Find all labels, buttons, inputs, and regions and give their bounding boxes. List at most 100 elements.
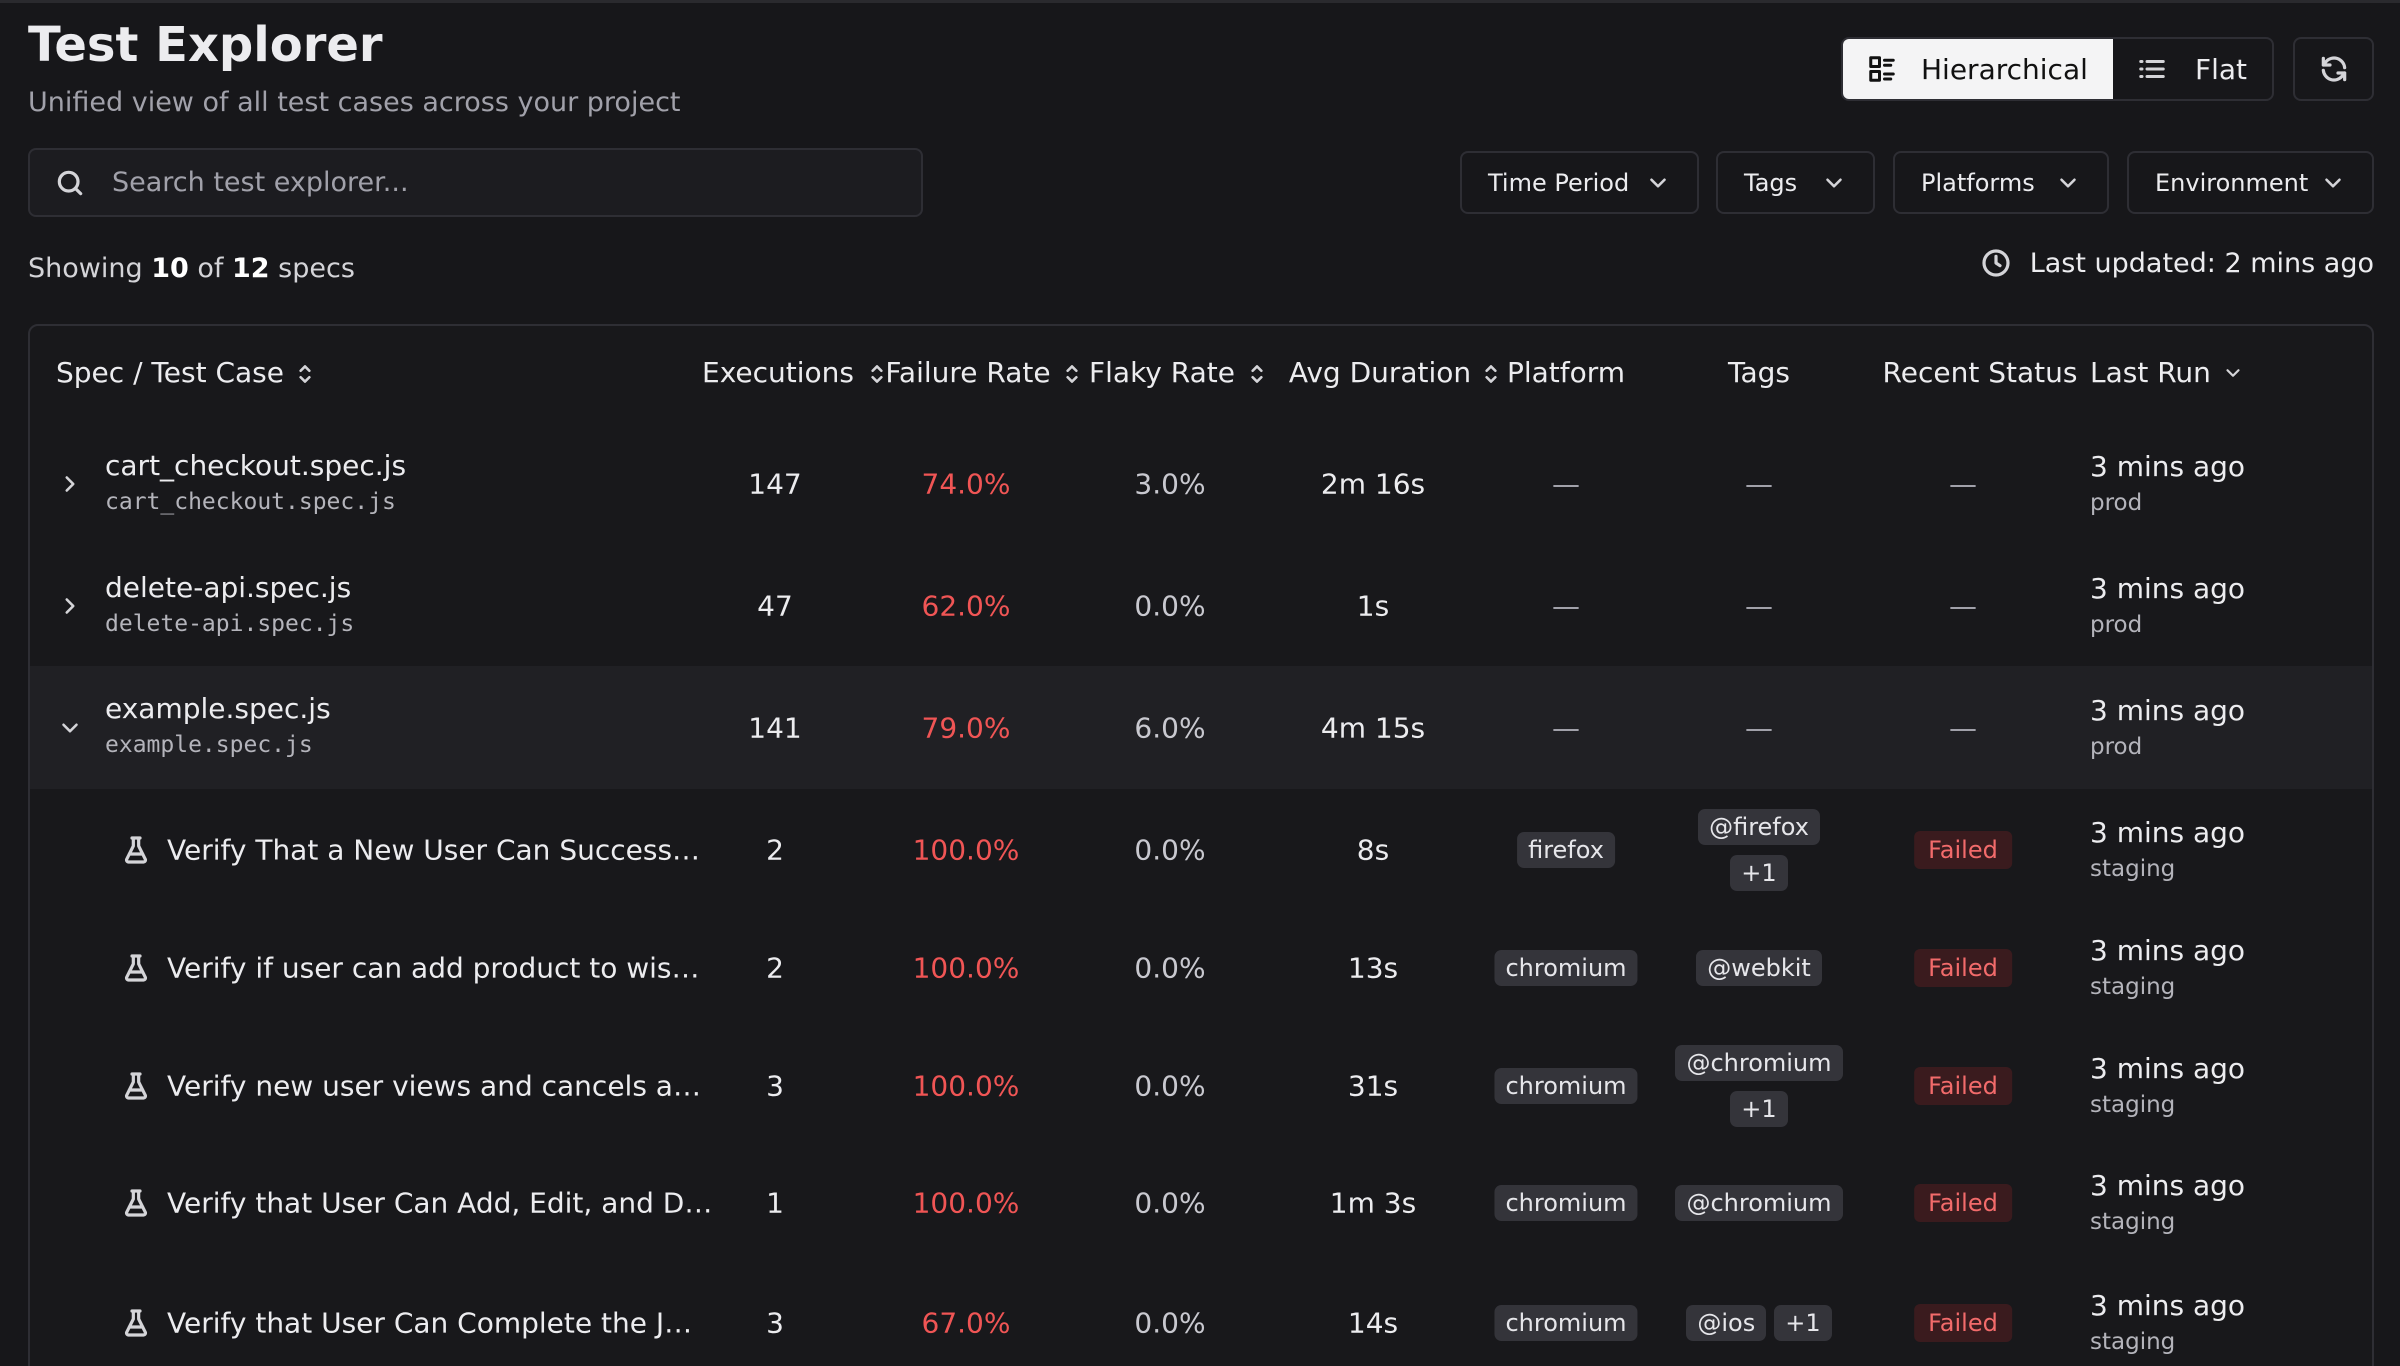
- last-run: 3 mins ago: [2090, 934, 2246, 967]
- executions: 47: [757, 589, 793, 622]
- table-header: Spec / Test Case Executions Failure Rate Fl…: [30, 326, 2372, 425]
- spec-row[interactable]: delete-api.spec.js delete-api.spec.js 47 62…: [30, 545, 2372, 668]
- chevron-down-icon: [1645, 170, 1671, 196]
- test-icon: [120, 952, 152, 984]
- test-table: Spec / Test Case Executions Failure Rate Fl…: [28, 324, 2374, 1366]
- avg-duration: 14s: [1347, 1306, 1399, 1340]
- tags: —: [1745, 589, 1773, 622]
- refresh-button[interactable]: [2293, 37, 2374, 101]
- tag-chip: @firefox: [1698, 808, 1820, 845]
- filter-label: Time Period: [1488, 168, 1630, 197]
- status-badge: Failed: [1914, 1304, 2012, 1342]
- environment: staging: [2090, 855, 2176, 882]
- flaky-rate: 6.0%: [1134, 711, 1206, 744]
- tags-cell: @webkit: [1674, 950, 1844, 986]
- platform-chip: firefox: [1517, 831, 1615, 868]
- tags-cell: @chromium +1: [1674, 1044, 1844, 1127]
- filter-dropdown[interactable]: Environment: [2127, 151, 2374, 214]
- platform-chip: chromium: [1494, 1067, 1638, 1104]
- spec-row[interactable]: example.spec.js example.spec.js 141 79.0% 6.…: [30, 666, 2372, 791]
- summary: Showing 10 of 12 specs: [28, 253, 355, 284]
- hierarchy-icon: [1869, 56, 1895, 82]
- search-icon: [57, 170, 83, 195]
- test-row: Verify That a New User Can Success… 2 100.…: [30, 789, 2372, 912]
- avg-duration: 4m 15s: [1320, 711, 1426, 744]
- last-run: 3 mins ago: [2090, 1051, 2246, 1085]
- environment: prod: [2090, 490, 2143, 516]
- column-header[interactable]: Platform: [1506, 356, 1626, 389]
- column-header[interactable]: Failure Rate: [885, 356, 1051, 389]
- expand-chevron: [57, 471, 83, 497]
- column-header[interactable]: Executions: [702, 356, 854, 389]
- spec-file: cart_checkout.spec.js: [105, 489, 396, 515]
- test-row: Verify if user can add product to wis… 2 1…: [30, 910, 2372, 1028]
- summary-prefix: Showing: [28, 253, 143, 284]
- column-header[interactable]: Last Run: [2090, 356, 2211, 389]
- spec-name: delete-api.spec.js: [105, 571, 352, 604]
- status-badge: Failed: [1914, 949, 2012, 987]
- executions: 2: [766, 833, 784, 866]
- filter-dropdown[interactable]: Time Period: [1460, 151, 1699, 214]
- avg-duration: 1m 3s: [1329, 1186, 1417, 1220]
- executions: 3: [766, 1306, 784, 1340]
- failure-rate: 67.0%: [921, 1306, 1011, 1340]
- sort-icon: [1478, 361, 1504, 387]
- avg-duration: 2m 16s: [1320, 467, 1426, 501]
- environment: staging: [2090, 1329, 2176, 1355]
- platform: —: [1552, 589, 1580, 622]
- failure-rate: 62.0%: [921, 589, 1011, 622]
- sort-icon: [292, 361, 318, 387]
- summary-of: of: [197, 253, 224, 284]
- search-input[interactable]: Search test explorer...: [28, 148, 923, 217]
- executions: 1: [766, 1186, 784, 1220]
- test-icon: [120, 1187, 152, 1219]
- list-icon: [2139, 60, 2165, 78]
- last-updated-text: Last updated: 2 mins ago: [2029, 247, 2374, 279]
- flat-label: Flat: [2195, 52, 2248, 86]
- last-run: 3 mins ago: [2090, 815, 2246, 849]
- executions: 147: [748, 467, 802, 501]
- test-row: Verify that User Can Add, Edit, and D… 1 1…: [30, 1145, 2372, 1263]
- spec-name: cart_checkout.spec.js: [105, 449, 407, 482]
- tags-cell: @chromium: [1674, 1185, 1844, 1221]
- column-header[interactable]: Recent Status: [1882, 356, 2078, 389]
- flaky-rate: 0.0%: [1134, 589, 1206, 622]
- recent-status: —: [1949, 589, 1977, 622]
- column-header[interactable]: Flaky Rate: [1089, 356, 1235, 389]
- page-subtitle: Unified view of all test cases across yo…: [28, 87, 681, 118]
- tags: —: [1745, 711, 1773, 744]
- filter-dropdown[interactable]: Platforms: [1893, 151, 2109, 214]
- filter-label: Environment: [2155, 168, 2309, 197]
- filter-dropdown[interactable]: Tags: [1716, 151, 1875, 214]
- sort-icon: [864, 361, 890, 387]
- filter-label: Tags: [1744, 168, 1798, 197]
- failure-rate: 100.0%: [912, 833, 1020, 866]
- recent-status: —: [1949, 467, 1977, 501]
- clock-icon: [1982, 249, 2010, 277]
- hierarchical-button[interactable]: Hierarchical: [1843, 39, 2113, 99]
- tags-cell: @ios +1: [1674, 1305, 1844, 1341]
- executions: 141: [748, 711, 802, 744]
- flaky-rate: 0.0%: [1134, 833, 1206, 866]
- flaky-rate: 0.0%: [1134, 1186, 1206, 1220]
- column-header[interactable]: Tags: [1728, 356, 1790, 389]
- avg-duration: 8s: [1356, 833, 1390, 866]
- test-name: Verify if user can add product to wis…: [167, 951, 700, 985]
- failure-rate: 100.0%: [912, 1069, 1020, 1102]
- sort-desc-icon: [2222, 362, 2244, 384]
- tag-chip: @chromium: [1675, 1185, 1843, 1221]
- refresh-icon: [2321, 56, 2346, 82]
- search-placeholder: Search test explorer...: [112, 167, 409, 198]
- column-header[interactable]: Spec / Test Case: [56, 356, 284, 389]
- column-header[interactable]: Avg Duration: [1288, 356, 1472, 389]
- test-name: Verify That a New User Can Success…: [167, 833, 701, 866]
- spec-row[interactable]: cart_checkout.spec.js cart_checkout.spec.…: [30, 423, 2372, 547]
- flat-button[interactable]: Flat: [2113, 53, 2272, 86]
- filter-label: Platforms: [1921, 168, 2035, 197]
- avg-duration: 13s: [1347, 951, 1399, 985]
- last-run: 3 mins ago: [2090, 450, 2246, 483]
- shown-count: 10: [151, 253, 189, 284]
- tags: —: [1745, 467, 1773, 501]
- flaky-rate: 3.0%: [1134, 467, 1206, 501]
- spec-file: delete-api.spec.js: [105, 611, 355, 637]
